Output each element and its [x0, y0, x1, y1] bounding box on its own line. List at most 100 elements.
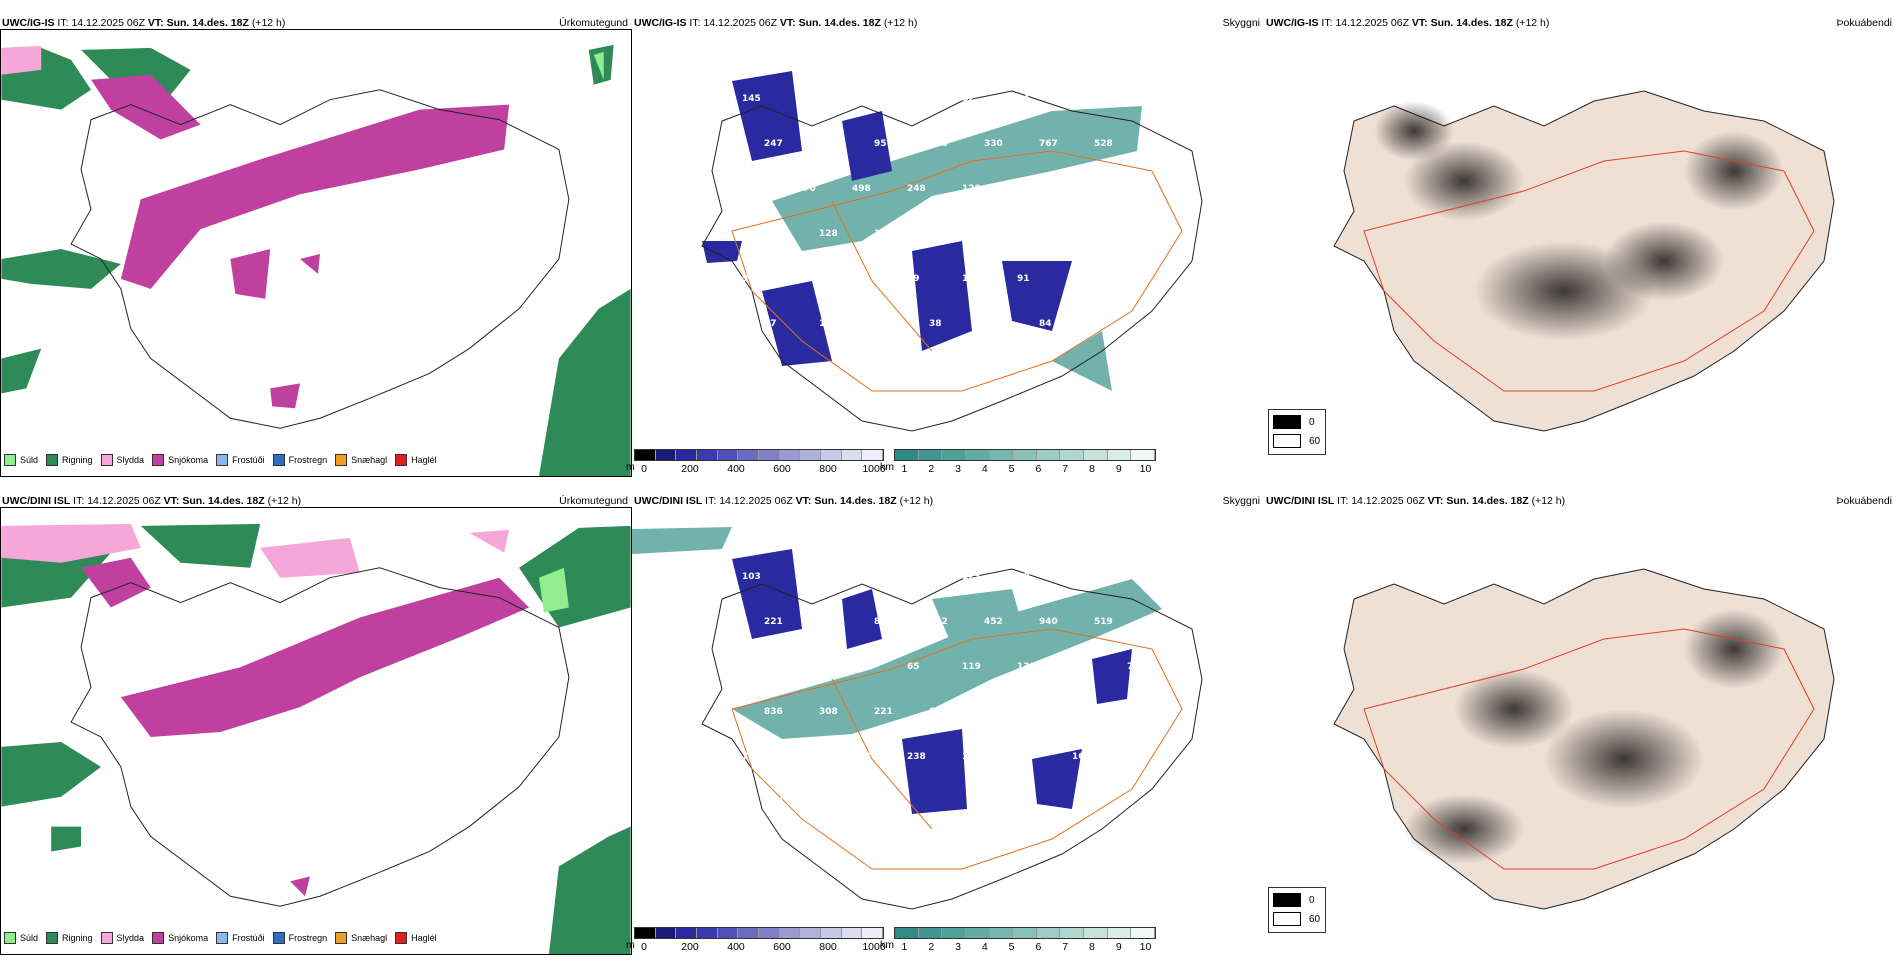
colorbar-cell: [800, 450, 822, 460]
ceiling-value-label: 232: [929, 617, 948, 627]
ceiling-value-label: 280: [929, 139, 948, 149]
ceiling-value-label: 767: [1039, 139, 1058, 149]
snow-areas: [91, 74, 510, 409]
ceiling-value-label: 197: [1149, 707, 1168, 717]
colorbar-cell: [779, 450, 801, 460]
ceiling-value-label: 612: [1072, 184, 1091, 194]
ceiling-value-label: 22: [1127, 752, 1140, 762]
rain-areas: [1, 44, 631, 476]
ceiling-value-label: 164: [1127, 572, 1146, 582]
precip-map: [0, 29, 632, 477]
colorbar-tick: 1: [901, 941, 908, 953]
colorbar-tick: 4: [981, 463, 988, 475]
ceiling-panel-row2: UWC/DINI ISL IT: 14.12.2025 06Z VT: Sun.…: [626, 491, 1264, 963]
colorbar-cell: [841, 450, 863, 460]
colorbar-cell: [895, 450, 919, 460]
ceiling-value-label: 90: [1017, 572, 1030, 582]
ceiling-value-label: 122: [1072, 662, 1091, 672]
colorbar-cell: [1013, 928, 1037, 938]
panel-type-label: Þokuábendi: [1836, 17, 1892, 29]
ceiling-value-label: 437: [797, 662, 816, 672]
sleet-areas: [1, 45, 42, 75]
legend-item: Frostregn: [272, 454, 327, 466]
colorbar-tick: 10: [1139, 941, 1152, 953]
precip-legend: Súld Rigning Slydda Snjókoma Frostúði Frostre…: [4, 932, 437, 944]
panel-header: UWC/DINI ISL IT: 14.12.2025 06Z VT: Sun.…: [2, 495, 302, 507]
legend-label: Snjókoma: [168, 455, 209, 465]
colorbar-tick: 4: [981, 941, 988, 953]
ceiling-value-label: 145: [742, 94, 761, 104]
legend-label: Frostúði: [232, 933, 265, 943]
ceiling-value-label: 996: [742, 662, 761, 672]
ceiling-value-label: 93: [742, 274, 755, 284]
ceiling-value-label: 221: [874, 707, 893, 717]
roads: [1363, 150, 1815, 392]
colorbar-tick: 8: [1089, 941, 1095, 953]
legend-item: Haglél: [395, 932, 437, 944]
colorbar-tick: 800: [819, 941, 837, 953]
colorbar-tick: 5: [1008, 941, 1015, 953]
ceiling-value-label: 136: [874, 229, 893, 239]
ceiling-value-label: 123: [852, 572, 871, 582]
colorbar-cell: [821, 450, 842, 460]
legend-swatch: [216, 454, 229, 466]
ceiling-value-label: 528: [1094, 139, 1113, 149]
colorbar-tick: 7: [1062, 941, 1069, 953]
ceiling-value-label: 108: [797, 752, 816, 762]
ceiling-value-label: 706: [1127, 662, 1146, 672]
cloud-legend-row2: 0 60: [1268, 887, 1326, 933]
legend-label: Slydda: [116, 933, 145, 943]
colorbar-cell: [779, 928, 801, 938]
colorbar-cell: [841, 928, 863, 938]
precip-legend: Súld Rigning Slydda Snjókoma Frostúði Frostre…: [4, 454, 437, 466]
legend-label: Frostúði: [232, 455, 265, 465]
legend-item: Haglél: [395, 454, 437, 466]
ceiling-value-label: 83: [1094, 707, 1107, 717]
colorbar-cell: [759, 450, 780, 460]
colorbar-cell: [697, 928, 718, 938]
ceiling-value-label: 82: [962, 94, 975, 104]
ceiling-value-label: 103: [1017, 752, 1036, 762]
ceiling-value-label: 92: [929, 229, 942, 239]
colorbar-cell: [655, 928, 677, 938]
colorbar-tick: 9: [1115, 941, 1122, 953]
legend-item: Súld: [4, 932, 38, 944]
ceiling-value-label: 188: [852, 752, 871, 762]
colorbar-cell: [697, 450, 718, 460]
ceiling-value-label: 305: [1017, 184, 1036, 194]
colorbar-cell: [655, 450, 677, 460]
ceiling-value-label: 308: [819, 707, 838, 717]
cloud-map: [1333, 568, 1835, 910]
colorbar-cell: [862, 450, 884, 460]
legend-label: Rigning: [62, 455, 93, 465]
colorbar-tick: 600: [773, 941, 791, 953]
legend-label: Súld: [20, 933, 39, 943]
legend-item: Rigning: [46, 454, 93, 466]
ceiling-value-label: 76: [742, 752, 755, 762]
legend-item: Rigning: [46, 932, 93, 944]
cloud-shading: [1374, 101, 1784, 341]
panel-header: UWC/IG-IS IT: 14.12.2025 06Z VT: Sun. 14…: [2, 17, 286, 29]
ceiling-value-label: 402: [1149, 617, 1168, 627]
legend-swatch: [395, 932, 408, 944]
colorbar-cell: [989, 450, 1014, 460]
ceiling-value-label: 330: [984, 139, 1003, 149]
ceiling-value-label: 108: [1039, 229, 1058, 239]
colorbar-height-unit: m: [626, 461, 635, 473]
colorbar-cell: [738, 928, 760, 938]
colorbar-cell: [635, 450, 656, 460]
legend-swatch: [4, 454, 16, 466]
legend-label: Frostregn: [288, 933, 328, 943]
ceiling-value-label: 128: [819, 229, 838, 239]
ceiling-value-label: 98: [852, 94, 865, 104]
legend-label: Slydda: [116, 455, 145, 465]
legend-swatch: [46, 932, 59, 944]
legend-item: Frostregn: [272, 932, 328, 944]
legend-item: Slydda: [100, 932, 145, 944]
colorbar-tick: 9: [1115, 463, 1122, 475]
colorbar-vis-unit: km: [880, 939, 894, 951]
colorbar-cell: [1107, 450, 1132, 460]
ceiling-value-label: 898: [874, 617, 893, 627]
colorbar-cell: [965, 450, 990, 460]
legend-item: Snæhagl: [335, 454, 387, 466]
